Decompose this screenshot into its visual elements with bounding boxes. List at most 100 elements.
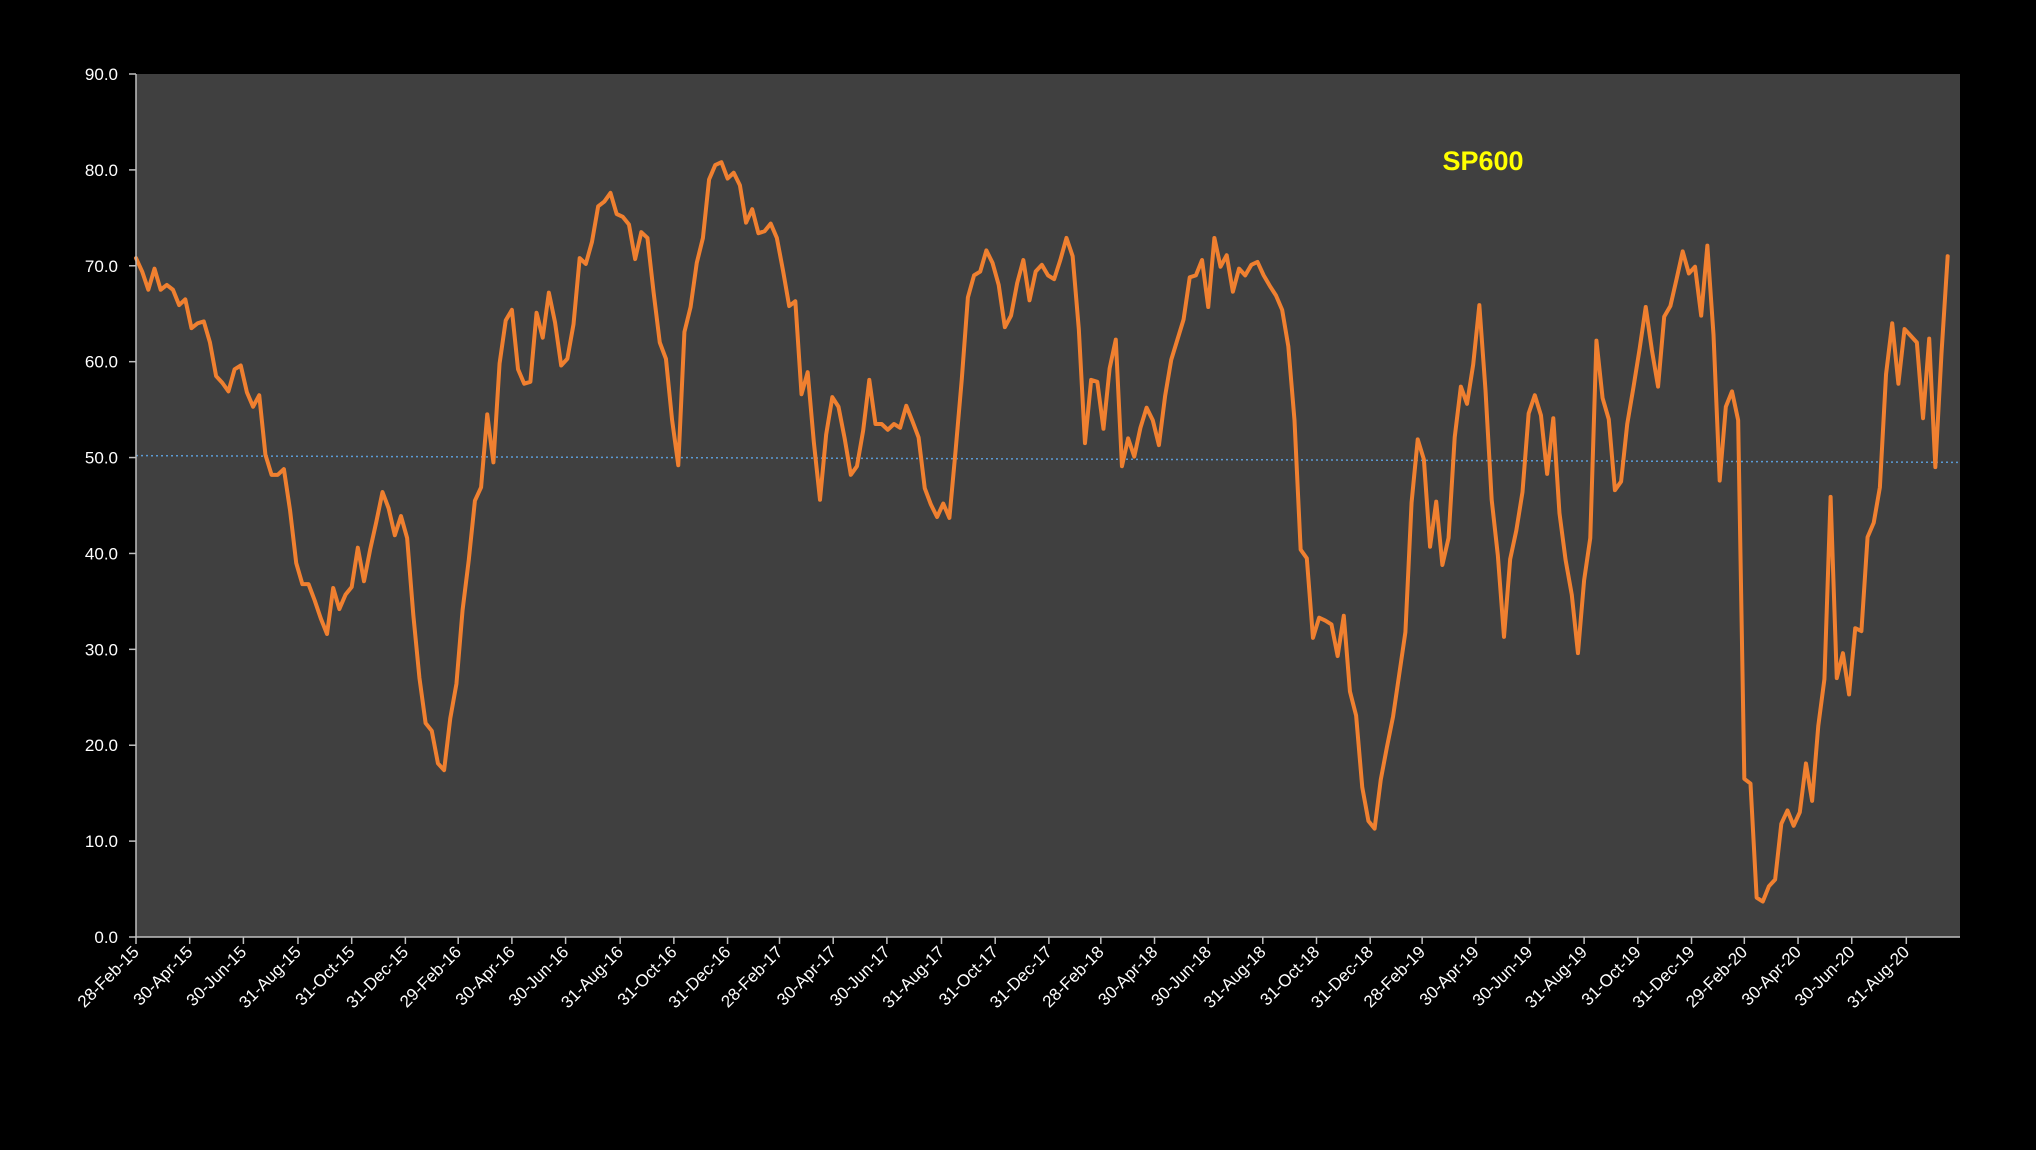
data-point [1039,262,1044,267]
data-point [1452,435,1457,440]
data-point [891,421,896,426]
data-point [454,681,459,686]
trendline [135,454,1961,464]
data-point [1292,418,1297,423]
data-point [140,269,145,274]
data-point [1693,264,1698,269]
data-point [368,547,373,552]
data-point [1538,413,1543,418]
series-layer [134,160,1950,904]
data-point [651,290,656,295]
data-point [1532,393,1537,398]
data-point [811,440,816,445]
data-point [682,329,687,334]
data-point [1674,277,1679,282]
data-point [1089,377,1094,382]
data-point [417,676,422,681]
data-point [1360,785,1365,790]
data-point [972,273,977,278]
data-point [1138,425,1143,430]
data-point [448,716,453,721]
data-point [263,452,268,457]
data-point [497,361,502,366]
data-point [442,768,447,773]
data-point [861,428,866,433]
data-point [1939,351,1944,356]
data-point [164,282,169,287]
data-point [904,403,909,408]
data-point [1748,781,1753,786]
data-point [830,395,835,400]
data-point [460,608,465,613]
data-point [1773,877,1778,882]
data-point [657,340,662,345]
data-point [645,235,650,240]
data-point [953,448,958,453]
data-point [1927,336,1932,341]
data-point [318,616,323,621]
data-point [1785,808,1790,813]
data-point [1304,556,1309,561]
data-point [411,612,416,617]
data-point [1064,235,1069,240]
data-point [1754,895,1759,900]
data-point [1156,443,1161,448]
data-point [984,248,989,253]
data-point [1514,528,1519,533]
data-point [1717,478,1722,483]
data-point [1033,269,1038,274]
data-point [1853,626,1858,631]
data-point [1471,362,1476,367]
data-point [1594,338,1599,343]
data-point [331,585,336,590]
data-point [565,356,570,361]
data-point [1884,372,1889,377]
data-point [1816,724,1821,729]
data-point [1052,277,1057,282]
data-point [1046,273,1051,278]
data-point [1310,635,1315,640]
data-point [663,356,668,361]
data-point [1933,465,1938,470]
data-point [1662,314,1667,319]
data-point [1631,385,1636,390]
data-point [1557,511,1562,516]
data-point [1249,262,1254,267]
data-point [1921,416,1926,421]
data-point [756,231,761,236]
data-point [688,305,693,310]
data-point [1643,305,1648,310]
data-point [398,514,403,519]
data-point [1465,401,1470,406]
plot-area [136,74,1960,937]
data-point [1119,464,1124,469]
data-point [1945,254,1950,259]
data-point [1237,266,1242,271]
data-point [189,326,194,331]
data-point [737,183,742,188]
data-point [1489,497,1494,502]
data-point [1705,243,1710,248]
data-point [590,239,595,244]
data-point [1828,494,1833,499]
data-point [1113,337,1118,342]
y-tick-label: 10.0 [85,832,118,851]
data-point [177,303,182,308]
data-point [294,561,299,566]
data-point [435,761,440,766]
data-point [522,381,527,386]
data-point [1212,235,1217,240]
data-point [343,592,348,597]
data-point [1914,340,1919,345]
data-point [799,392,804,397]
data-point [731,170,736,175]
data-point [1384,745,1389,750]
data-point [1779,821,1784,826]
data-point [244,390,249,395]
data-point [183,297,188,302]
data-point [633,257,638,262]
data-point [1409,500,1414,505]
data-point [238,363,243,368]
data-point [959,377,964,382]
